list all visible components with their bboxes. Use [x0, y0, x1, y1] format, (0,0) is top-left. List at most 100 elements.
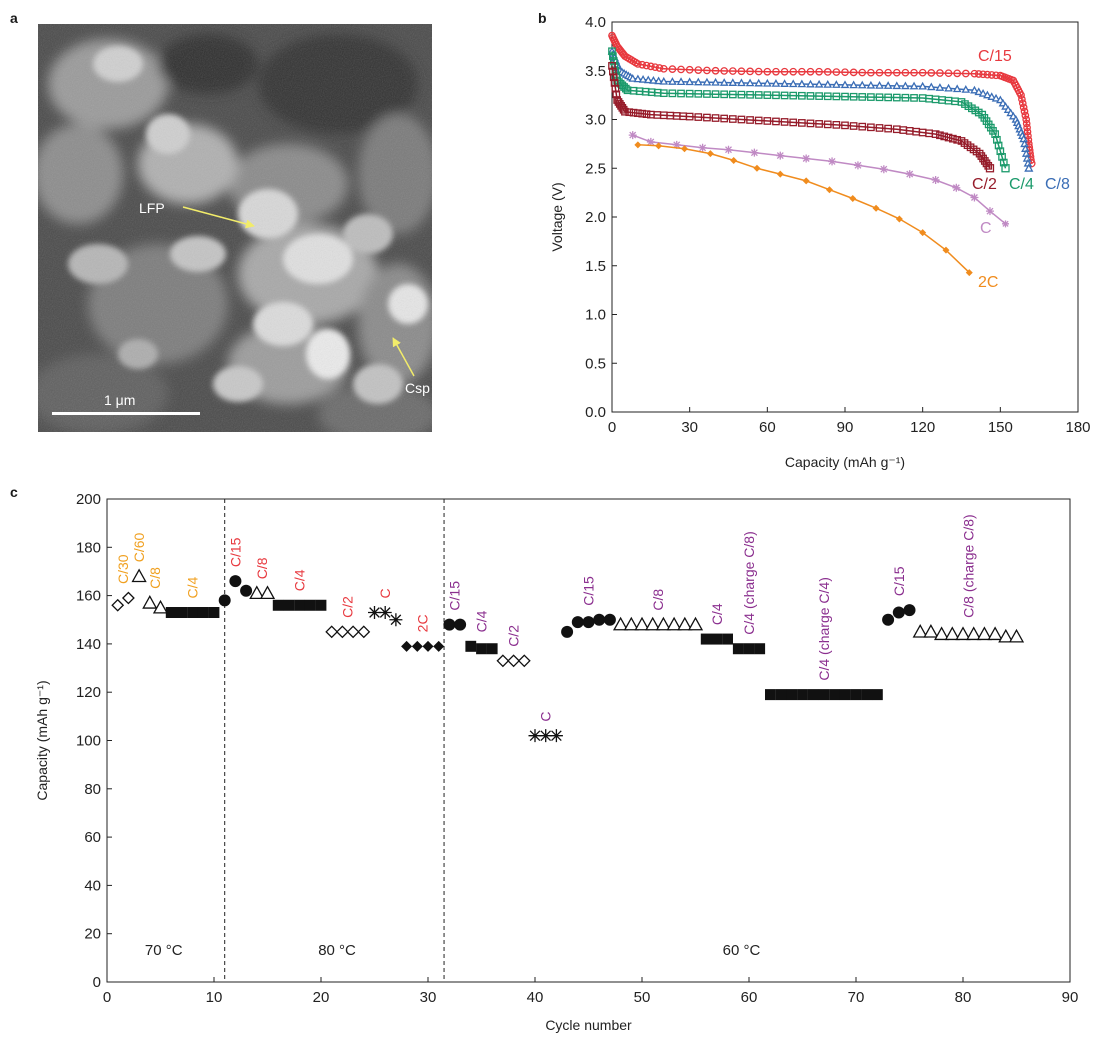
data-point	[711, 114, 720, 122]
data-point	[798, 119, 806, 127]
data-point	[711, 90, 720, 98]
lfp-arrow	[182, 206, 255, 229]
data-point	[970, 85, 979, 94]
data-point	[685, 89, 694, 98]
data-point	[905, 170, 914, 179]
data-point	[978, 88, 988, 97]
series-label: C/4	[1009, 176, 1034, 193]
data-point	[703, 90, 711, 98]
data-point	[746, 67, 754, 76]
x-tick-label-c: 50	[634, 989, 651, 1006]
group-C_15: C/15	[561, 576, 616, 638]
data-point	[818, 689, 830, 701]
y-tick-label-b: 0.0	[585, 404, 606, 421]
data-point	[966, 626, 982, 641]
group-C_60: C/60	[131, 532, 147, 583]
x-tick-label-c: 40	[527, 989, 544, 1006]
data-point	[987, 71, 996, 79]
data-point	[694, 66, 703, 74]
group-label: C/60	[131, 532, 147, 562]
data-point	[832, 121, 841, 129]
data-point	[528, 729, 542, 743]
data-point	[634, 109, 642, 118]
data-point	[1017, 91, 1025, 99]
data-point	[857, 80, 867, 89]
data-point	[985, 207, 994, 216]
data-point	[720, 90, 729, 99]
data-point	[840, 80, 850, 89]
data-point	[940, 132, 949, 141]
data-point	[955, 626, 971, 641]
data-point	[208, 607, 220, 619]
data-point	[970, 69, 979, 78]
data-point	[858, 68, 867, 77]
group-label: C/4 (charge C/8)	[741, 531, 757, 634]
group-C_8: C/8	[249, 557, 276, 600]
data-point	[609, 52, 617, 60]
data-point	[507, 654, 521, 668]
group-C_8: C/8	[612, 589, 704, 631]
data-point	[609, 73, 618, 82]
data-point	[952, 183, 961, 192]
data-point	[993, 135, 1001, 144]
data-point	[609, 57, 618, 65]
group-label: C/4 (charge C/4)	[816, 577, 832, 680]
data-point	[724, 145, 733, 154]
data-point	[187, 607, 198, 619]
data-point	[628, 131, 637, 140]
data-point	[603, 613, 616, 626]
data-point	[176, 607, 188, 619]
data-point	[936, 131, 944, 140]
sem-micrograph: LFP Csp 1 μm	[38, 24, 432, 432]
data-point	[998, 628, 1014, 643]
data-point	[923, 623, 939, 638]
data-point	[722, 633, 733, 645]
data-point	[849, 80, 858, 89]
data-point	[931, 130, 940, 138]
data-point	[539, 729, 553, 743]
series-C_2	[608, 62, 995, 173]
data-point	[853, 161, 862, 170]
data-point	[131, 568, 147, 583]
data-point	[454, 618, 467, 631]
data-point	[875, 93, 884, 102]
series-line	[637, 144, 970, 274]
data-point	[728, 67, 737, 75]
data-point	[872, 204, 880, 212]
data-point	[693, 77, 703, 86]
panel-c-chart: 0 20 40 60 80 100 120 140 160 180 200 0 10 20 30 40 50 60…	[34, 491, 1078, 1033]
data-point	[283, 599, 295, 611]
data-point	[823, 120, 832, 129]
group-label: C/4	[292, 569, 308, 591]
y-axis-title-b: Voltage (V)	[549, 182, 565, 251]
x-tick-label-c: 60	[741, 989, 758, 1006]
data-point	[720, 114, 729, 123]
group-C: C	[528, 712, 563, 743]
data-point	[634, 60, 642, 68]
data-point	[649, 75, 658, 84]
data-point	[953, 135, 962, 144]
x-tick-label-b: 60	[759, 419, 776, 436]
scale-bar-label: 1 μm	[104, 392, 135, 408]
data-point	[780, 91, 789, 100]
x-tick-label-c: 10	[206, 989, 223, 1006]
y-tick-label-b: 3.0	[585, 112, 606, 129]
data-point	[933, 626, 950, 641]
data-point	[858, 93, 867, 101]
data-point	[378, 606, 392, 620]
group-C_8: C/8	[142, 567, 169, 614]
group-C_2: C/2	[496, 625, 531, 668]
data-point	[465, 640, 477, 652]
data-point	[422, 640, 434, 652]
data-point	[711, 66, 720, 75]
data-point	[645, 616, 661, 631]
group-C_15: C/15	[443, 581, 467, 631]
y-tick-label-c: 100	[76, 733, 101, 750]
data-point	[806, 67, 815, 76]
y-tick-label-c: 180	[76, 539, 101, 556]
data-point	[612, 616, 629, 631]
data-point	[719, 78, 729, 86]
data-point	[772, 67, 780, 76]
data-point	[694, 89, 703, 98]
series-label: C/15	[978, 48, 1012, 65]
